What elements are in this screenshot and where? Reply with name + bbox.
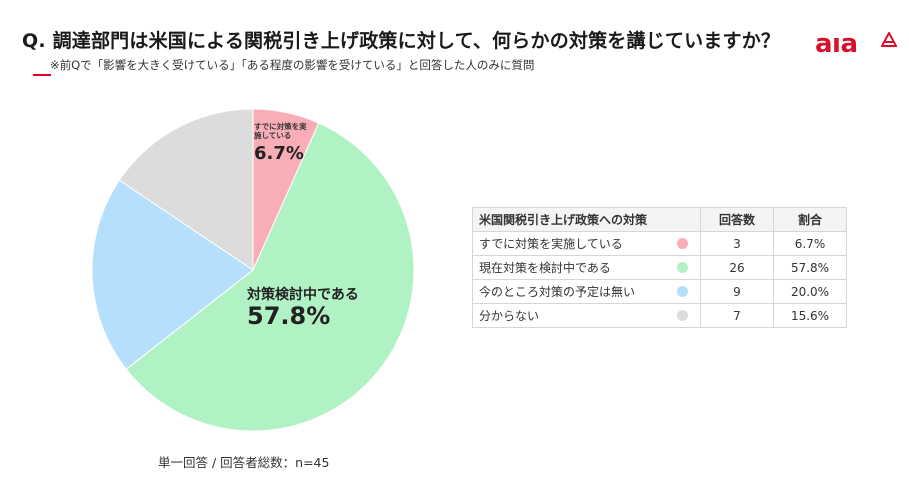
row-percent: 15.6% xyxy=(773,303,847,328)
legend-dot xyxy=(677,238,688,249)
legend-dot xyxy=(677,310,688,321)
slice-value-considering: 57.8% xyxy=(247,302,331,330)
sample-size-note: 単一回答 / 回答者総数：n=45 xyxy=(158,455,330,470)
table-row: すでに対策を実施している 3 6.7% xyxy=(472,231,847,256)
row-count: 26 xyxy=(700,255,774,280)
header-category: 米国関税引き上げ政策への対策 xyxy=(472,207,701,232)
row-name-cell: 今のところ対策の予定は無い xyxy=(472,279,701,304)
row-name: 分からない xyxy=(479,309,540,323)
brand-logo: aıa xyxy=(815,26,897,62)
legend-dot xyxy=(677,262,688,273)
row-name-cell: すでに対策を実施している xyxy=(472,231,701,256)
slice-considering xyxy=(125,122,415,432)
row-percent: 20.0% xyxy=(773,279,847,304)
slice-label-implemented: すでに対策を実施している xyxy=(254,122,307,140)
row-name: 今のところ対策の予定は無い xyxy=(479,285,636,299)
table-row: 今のところ対策の予定は無い 9 20.0% xyxy=(472,279,847,304)
table-row: 分からない 7 15.6% xyxy=(472,303,847,328)
legend-dot xyxy=(677,286,688,297)
row-count: 7 xyxy=(700,303,774,328)
row-count: 3 xyxy=(700,231,774,256)
row-count: 9 xyxy=(700,279,774,304)
row-percent: 57.8% xyxy=(773,255,847,280)
aia-triangle-icon xyxy=(881,32,897,47)
slice-unknown xyxy=(118,108,254,271)
chart-title: Q. 調達部門は米国による関税引き上げ政策に対して、何らかの対策を講じていますか… xyxy=(22,30,781,52)
accent-underline xyxy=(33,74,51,76)
slice-no-plan xyxy=(91,179,254,370)
row-name-cell: 分からない xyxy=(472,303,701,328)
chart-subtitle: ※前Qで「影響を大きく受けている」「ある程度の影響を受けている」と回答した人のみ… xyxy=(50,58,535,72)
slice-value-implemented: 6.7% xyxy=(254,143,304,164)
row-name: すでに対策を実施している xyxy=(479,237,623,251)
slice-label-considering: 対策検討中である xyxy=(247,287,359,303)
row-name-cell: 現在対策を検討中である xyxy=(472,255,701,280)
header-count: 回答数 xyxy=(700,207,774,232)
row-percent: 6.7% xyxy=(773,231,847,256)
header-percent: 割合 xyxy=(773,207,847,232)
legend-table: 米国関税引き上げ政策への対策 回答数 割合 すでに対策を実施している 3 6.7… xyxy=(472,207,847,328)
row-name: 現在対策を検討中である xyxy=(479,261,611,275)
table-header-row: 米国関税引き上げ政策への対策 回答数 割合 xyxy=(472,207,847,232)
logo-text: aıa xyxy=(815,29,858,59)
table-row: 現在対策を検討中である 26 57.8% xyxy=(472,255,847,280)
